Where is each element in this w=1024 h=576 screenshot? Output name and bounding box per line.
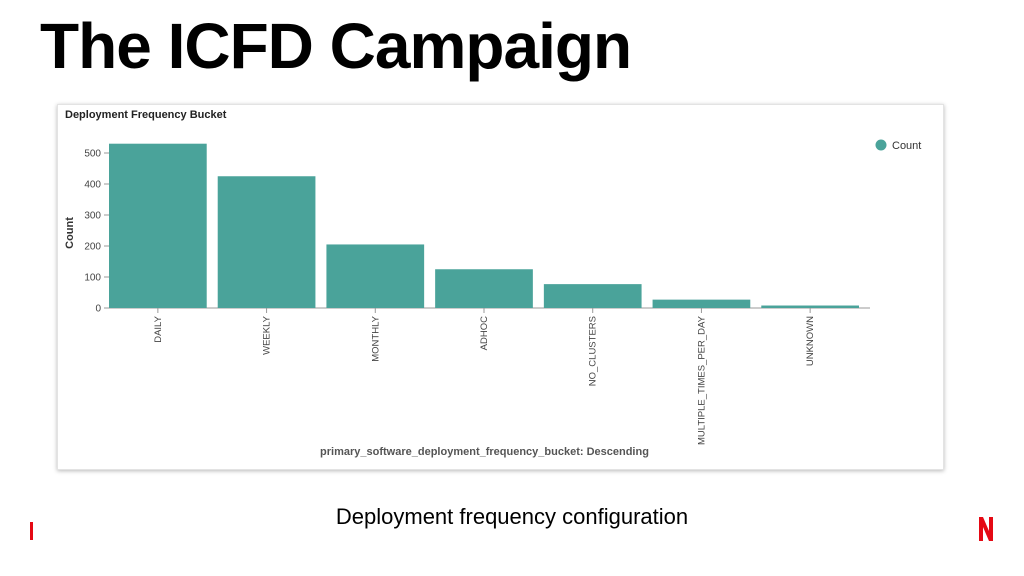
y-tick-label: 100 (84, 273, 101, 284)
bar-daily (109, 143, 207, 308)
x-tick-label: MONTHLY (370, 315, 381, 361)
y-tick-label: 200 (84, 242, 101, 253)
bar-no-clusters (543, 284, 642, 308)
y-axis-label: Count (64, 217, 76, 249)
x-tick-label: NO_CLUSTERS (588, 316, 599, 386)
chart-title: Deployment Frequency Bucket (65, 109, 227, 121)
bar-weekly (217, 176, 316, 308)
bar-adhoc (435, 269, 533, 308)
y-tick-label: 0 (95, 304, 101, 315)
x-tick-label: ADHOC (479, 316, 490, 350)
legend-label: Count (892, 140, 921, 152)
x-tick-label: UNKNOWN (805, 316, 816, 366)
bar-unknown (761, 305, 859, 308)
x-axis-label: primary_software_deployment_frequency_bu… (320, 446, 649, 458)
slide-caption: Deployment frequency configuration (335, 504, 689, 529)
x-tick-label: WEEKLY (262, 315, 273, 355)
chart-panel: Deployment Frequency Bucket 0 100 200 300 40… (57, 104, 944, 470)
bar-chart: 0 100 200 300 400 500 Count DAILY WEEKLY MONTHLY A… (64, 139, 921, 458)
y-tick-label: 500 (84, 149, 101, 160)
legend-swatch (875, 139, 887, 151)
brand-accent-bar (30, 522, 33, 540)
bar-multiple-times-per-day (652, 299, 751, 308)
slide-title: The ICFD Campaign (40, 10, 632, 82)
y-tick-label: 400 (84, 180, 101, 191)
x-tick-label: MULTIPLE_TIMES_PER_DAY (696, 315, 707, 445)
y-tick-label: 300 (84, 211, 101, 222)
netflix-logo-icon (979, 517, 993, 541)
x-tick-label: DAILY (153, 315, 164, 342)
bar-monthly (326, 244, 425, 308)
